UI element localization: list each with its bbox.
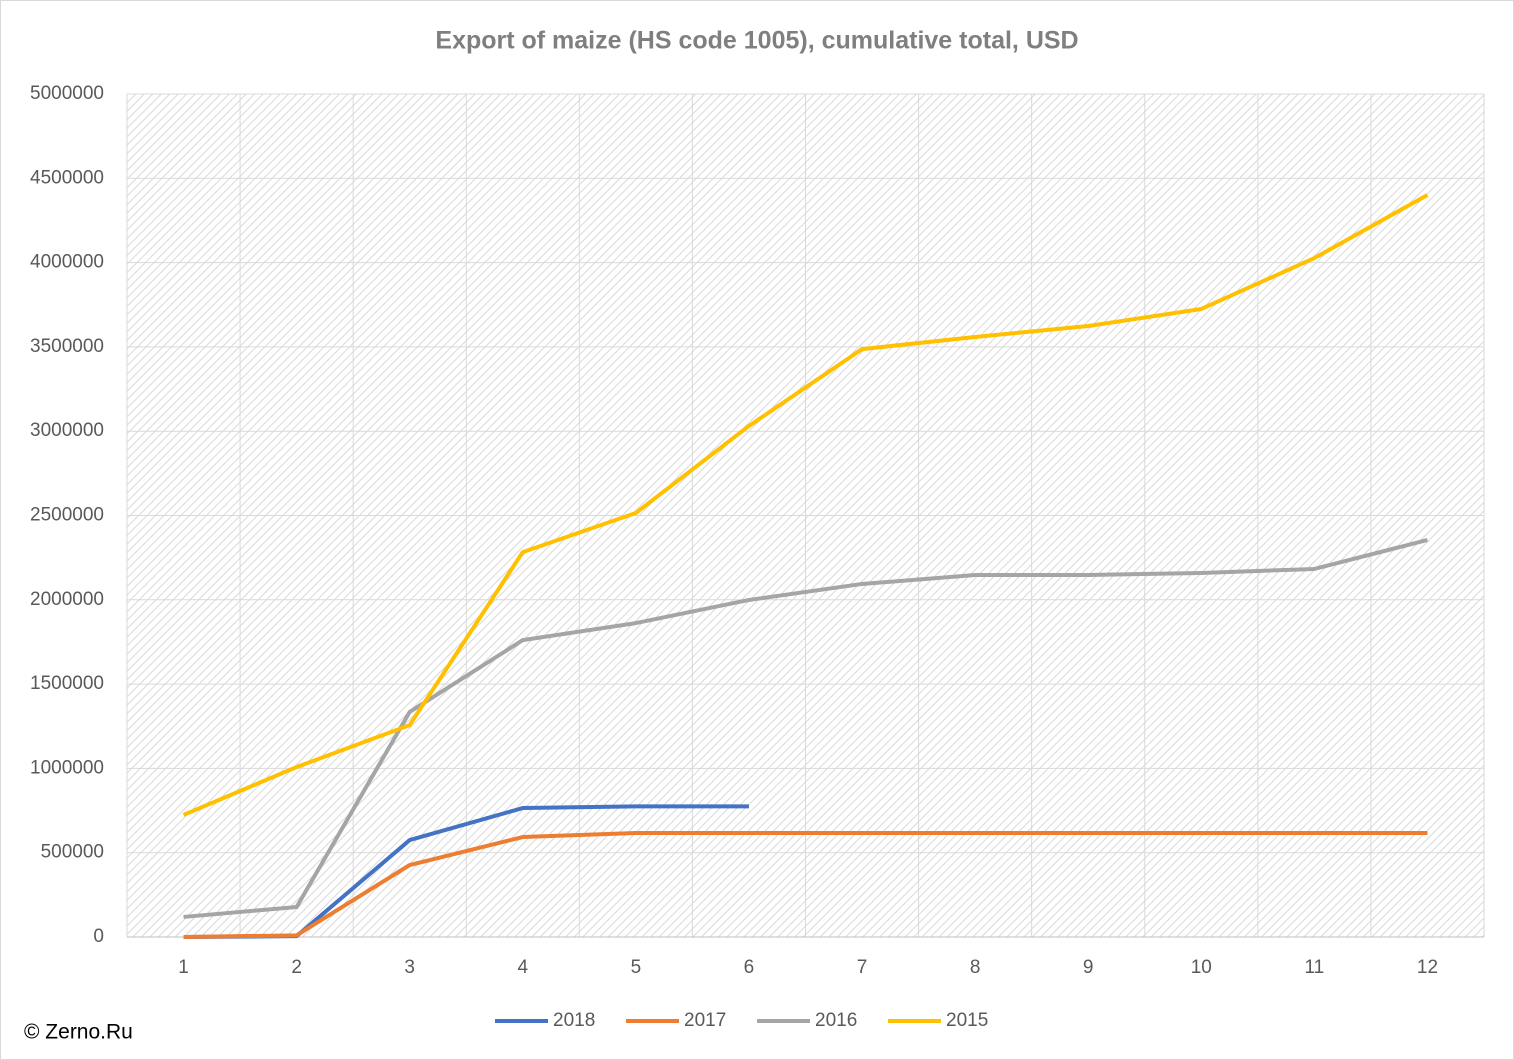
y-tick-label: 4500000 <box>30 167 104 188</box>
x-tick-label: 3 <box>404 957 415 978</box>
y-tick-label: 1000000 <box>30 757 104 778</box>
x-tick-label: 5 <box>631 957 642 978</box>
x-tick-label: 7 <box>857 957 868 978</box>
legend-label: 2016 <box>815 1010 857 1031</box>
chart-title: Export of maize (HS code 1005), cumulati… <box>435 27 1078 55</box>
y-tick-label: 3500000 <box>30 336 104 357</box>
x-tick-label: 4 <box>518 957 529 978</box>
y-tick-label: 2000000 <box>30 589 104 610</box>
x-tick-label: 1 <box>178 957 189 978</box>
series-line <box>183 830 1428 939</box>
x-tick-label: 10 <box>1191 957 1212 978</box>
x-tick-label: 2 <box>291 957 302 978</box>
legend-label: 2015 <box>946 1010 988 1031</box>
x-tick-label: 6 <box>744 957 755 978</box>
legend-label: 2018 <box>553 1010 595 1031</box>
series-line <box>183 538 1428 919</box>
y-tick-label: 5000000 <box>30 83 104 104</box>
x-tick-label: 12 <box>1417 957 1438 978</box>
legend-label: 2017 <box>684 1010 726 1031</box>
x-tick-label: 11 <box>1305 957 1325 978</box>
y-tick-label: 1500000 <box>30 673 104 694</box>
source: © Zerno.Ru <box>24 1021 133 1044</box>
y-tick-label: 500000 <box>41 842 104 863</box>
y-tick-label: 2500000 <box>30 505 104 526</box>
x-tick-label: 8 <box>970 957 981 978</box>
y-tick-label: 0 <box>93 926 104 947</box>
y-tick-label: 3000000 <box>30 420 104 441</box>
x-tick-label: 9 <box>1083 957 1094 978</box>
series-line <box>182 193 1429 817</box>
y-tick-label: 4000000 <box>30 252 104 273</box>
